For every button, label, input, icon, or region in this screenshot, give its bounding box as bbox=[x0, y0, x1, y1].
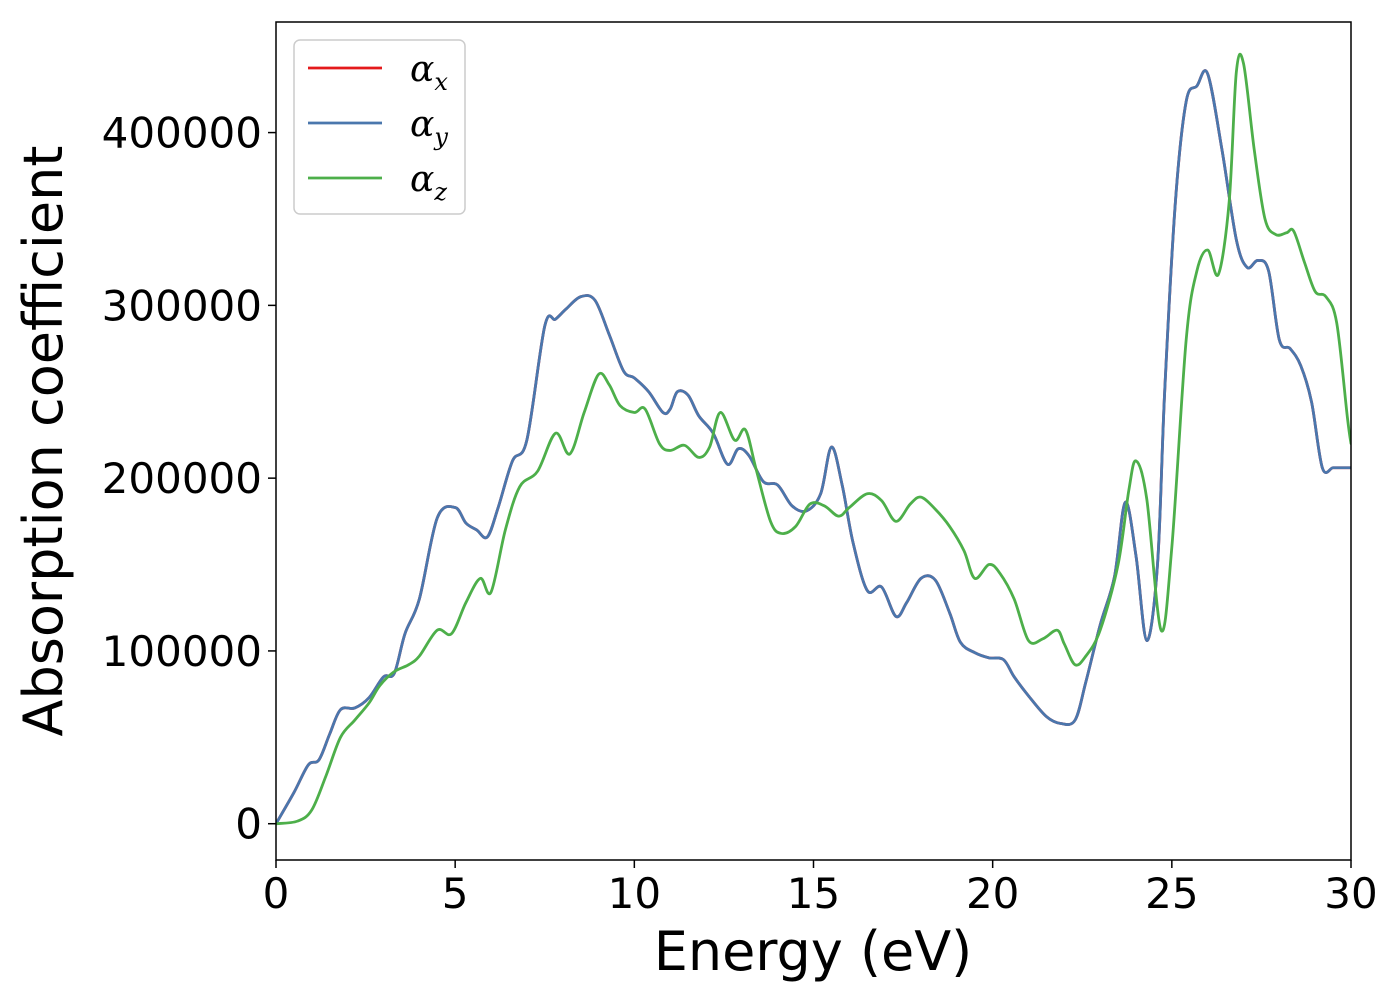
y-tick-label: 300000 bbox=[102, 281, 262, 330]
legend-box bbox=[293, 39, 466, 215]
legend-label-x: αx bbox=[410, 49, 448, 96]
x-tick-label: 20 bbox=[966, 869, 1019, 918]
legend-subscript: y bbox=[433, 123, 448, 151]
x-tick-label: 0 bbox=[263, 869, 290, 918]
y-tick-label: 100000 bbox=[102, 627, 262, 676]
legend-symbol: α bbox=[410, 104, 434, 145]
x-tick-label: 5 bbox=[442, 869, 469, 918]
x-tick-label: 10 bbox=[608, 869, 661, 918]
y-axis-label: Absorption coefficient bbox=[12, 146, 75, 737]
y-axis: 0 100000 200000 300000 400000 bbox=[102, 109, 276, 849]
legend-label-y: αy bbox=[410, 104, 448, 151]
y-tick-label: 0 bbox=[235, 800, 262, 849]
x-axis: 0 5 10 15 20 25 30 bbox=[263, 860, 1378, 918]
legend-subscript: z bbox=[433, 178, 447, 206]
legend-label-z: αz bbox=[410, 159, 447, 206]
legend-symbol: α bbox=[410, 49, 434, 90]
y-tick-label: 200000 bbox=[102, 454, 262, 503]
legend-subscript: x bbox=[434, 68, 448, 96]
y-tick-label: 400000 bbox=[102, 109, 262, 158]
x-tick-label: 30 bbox=[1324, 869, 1377, 918]
x-axis-label: Energy (eV) bbox=[654, 920, 973, 983]
series-line-z bbox=[276, 52, 1351, 826]
x-tick-label: 15 bbox=[787, 869, 840, 918]
legend-symbol: α bbox=[410, 159, 434, 200]
series-layer bbox=[276, 52, 1351, 826]
series-line-y bbox=[276, 69, 1351, 826]
x-tick-label: 25 bbox=[1145, 869, 1198, 918]
